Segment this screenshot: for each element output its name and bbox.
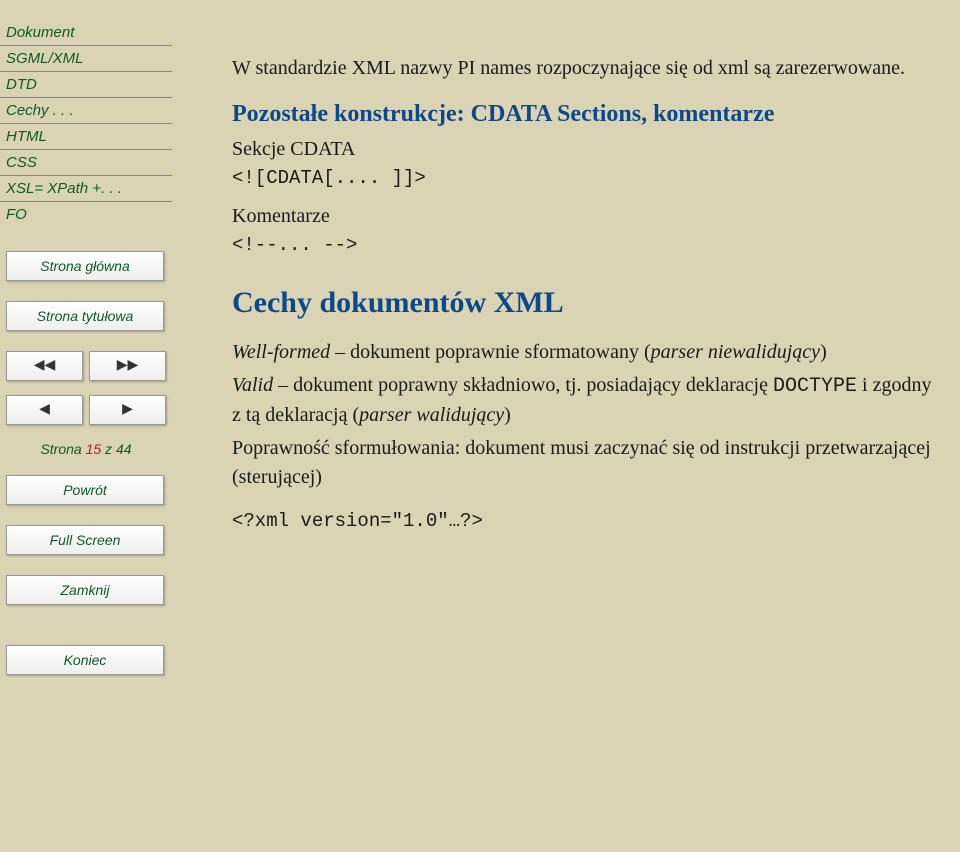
para-poprawnosc: Poprawność sformułowania: dokument musi … [232, 434, 932, 492]
page-current: 15 [86, 441, 102, 457]
nav-dtd[interactable]: DTD [0, 71, 172, 97]
label-cdata: Sekcje CDATA [232, 138, 932, 161]
home-button[interactable]: Strona główna [6, 251, 164, 281]
code-xml-decl: <?xml version="1.0"…?> [232, 510, 932, 532]
heading-cechy: Cechy dokumentów XML [232, 286, 932, 320]
nav-xsl[interactable]: XSL= XPath +. . . [0, 175, 172, 201]
wf-ital: parser niewalidujący [651, 341, 820, 363]
nav-dokument[interactable]: Dokument [0, 20, 172, 45]
code-cdata: <![CDATA[.... ]]> [232, 167, 932, 189]
fullscreen-button[interactable]: Full Screen [6, 525, 164, 555]
para-wellformed: Well-formed – dokument poprawnie sformat… [232, 338, 932, 367]
end-button[interactable]: Koniec [6, 645, 164, 675]
nav-html[interactable]: HTML [0, 123, 172, 149]
page-total: 44 [116, 441, 132, 457]
code-comment: <!--... --> [232, 234, 932, 256]
fast-rewind-button[interactable]: ◀◀ [6, 351, 83, 381]
wf-rest: – dokument poprawnie sformatowany ( [330, 341, 650, 363]
valid-1: – dokument poprawny składniowo, tj. posi… [273, 374, 773, 396]
wf-close: ) [820, 341, 827, 363]
valid-ital: parser walidujący [359, 404, 504, 426]
wf-lead: Well-formed [232, 341, 330, 363]
valid-mono: DOCTYPE [773, 375, 857, 398]
back-button[interactable]: Powrót [6, 475, 164, 505]
titlepage-button[interactable]: Strona tytułowa [6, 301, 164, 331]
para-valid: Valid – dokument poprawny składniowo, tj… [232, 371, 932, 430]
valid-lead: Valid [232, 374, 273, 396]
page-sep: z [101, 441, 116, 457]
label-comments: Komentarze [232, 205, 932, 228]
next-button[interactable]: ▶ [89, 395, 166, 425]
main-content: W standardzie XML nazwy PI names rozpocz… [232, 54, 932, 548]
prev-button[interactable]: ◀ [6, 395, 83, 425]
valid-close: ) [504, 404, 511, 426]
subheading-constructions: Pozostałe konstrukcje: CDATA Sections, k… [232, 101, 932, 128]
nav-fo[interactable]: FO [0, 201, 172, 227]
nav-cechy[interactable]: Cechy . . . [0, 97, 172, 123]
nav-sgml-xml[interactable]: SGML/XML [0, 45, 172, 71]
fast-forward-button[interactable]: ▶▶ [89, 351, 166, 381]
page-prefix: Strona [40, 441, 85, 457]
close-button[interactable]: Zamknij [6, 575, 164, 605]
intro-paragraph: W standardzie XML nazwy PI names rozpocz… [232, 54, 932, 83]
page-indicator: Strona 15 z 44 [6, 441, 166, 457]
nav-css[interactable]: CSS [0, 149, 172, 175]
